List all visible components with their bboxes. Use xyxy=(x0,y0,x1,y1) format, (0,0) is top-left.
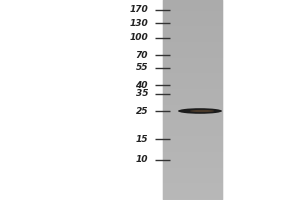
Bar xyxy=(163,0,222,200)
Text: 25: 25 xyxy=(136,107,148,116)
Text: 15: 15 xyxy=(136,134,148,144)
Text: 55: 55 xyxy=(136,64,148,72)
Text: 130: 130 xyxy=(129,19,148,27)
Text: 70: 70 xyxy=(136,50,148,60)
Text: 10: 10 xyxy=(136,156,148,164)
Text: 170: 170 xyxy=(129,5,148,15)
Ellipse shape xyxy=(190,110,214,112)
Ellipse shape xyxy=(178,108,222,114)
Text: 40: 40 xyxy=(136,80,148,90)
Text: 35: 35 xyxy=(136,90,148,98)
Text: 100: 100 xyxy=(129,33,148,43)
